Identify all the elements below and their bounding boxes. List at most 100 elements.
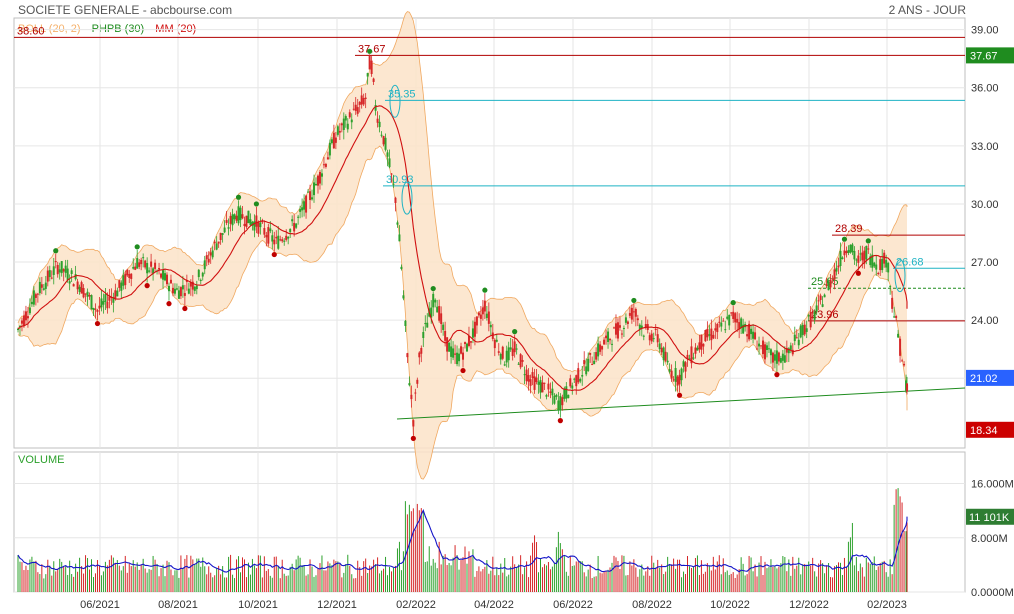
x-tick-label: 08/2021	[158, 599, 198, 611]
candle-body	[710, 328, 713, 341]
candle-body	[285, 235, 288, 240]
candle-body	[581, 375, 584, 377]
candle-body	[450, 346, 453, 357]
phpb-high-dot	[512, 329, 518, 335]
candle-body	[609, 338, 612, 341]
candle-body	[666, 360, 669, 363]
candle-body	[322, 164, 325, 166]
candle-body	[819, 295, 822, 301]
candle-body	[726, 316, 729, 319]
x-tick-label: 12/2021	[317, 599, 357, 611]
candle-body	[708, 334, 711, 336]
candle-body	[462, 352, 465, 360]
candle-body	[787, 348, 790, 354]
candle-body	[219, 232, 222, 241]
candle-body	[189, 282, 192, 287]
candle-body	[775, 350, 778, 364]
candle-body	[734, 313, 737, 323]
candle-body	[644, 324, 647, 328]
candle-body	[845, 251, 848, 254]
candle-body	[543, 382, 546, 384]
candle-body	[475, 316, 478, 326]
candle-body	[376, 118, 379, 123]
volume-average-line	[17, 508, 908, 573]
candle-body	[368, 55, 371, 70]
candle-body	[652, 338, 655, 340]
highlight-ellipse	[894, 259, 906, 293]
candle-body	[736, 318, 739, 323]
candle-body	[392, 183, 395, 185]
volume-tick-label: 0.0000M	[971, 587, 1014, 599]
volume-title: VOLUME	[18, 454, 64, 466]
candle-body	[833, 269, 836, 280]
candle-body	[571, 385, 574, 389]
candle-body	[253, 221, 256, 231]
candle-body	[906, 383, 909, 392]
candle-body	[738, 322, 741, 329]
price-panel	[13, 17, 966, 449]
candle-body	[624, 317, 627, 323]
candle-body	[561, 397, 564, 406]
candle-body	[233, 214, 236, 220]
candle-body	[44, 282, 47, 289]
candle-body	[837, 265, 840, 268]
candle-body	[752, 331, 755, 339]
candle-body	[346, 123, 349, 130]
level-label: 35.35	[388, 88, 416, 100]
phpb-high-dot	[53, 248, 59, 254]
candle-body	[660, 347, 663, 353]
candle-body	[595, 352, 598, 360]
candle-body	[273, 239, 276, 245]
candle-body	[783, 355, 786, 363]
candle-body	[138, 262, 141, 267]
candle-body	[328, 142, 331, 156]
candle-body	[489, 324, 492, 328]
candle-body	[601, 346, 604, 350]
candle-body	[414, 392, 417, 394]
bollinger-upper	[17, 11, 908, 373]
candle-body	[676, 376, 679, 386]
candle-body	[48, 270, 51, 278]
candle-body	[523, 374, 526, 376]
candle-body	[867, 248, 870, 250]
candle-body	[771, 352, 774, 363]
candle-body	[549, 391, 552, 393]
candle-body	[640, 325, 643, 329]
candle-body	[17, 328, 19, 331]
candle-body	[352, 108, 355, 110]
candle-body	[88, 295, 91, 297]
legend-phpb: PHPB (30)	[91, 23, 145, 35]
candle-body	[779, 357, 782, 363]
level-label: 23.96	[811, 309, 839, 321]
candle-body	[432, 293, 435, 308]
candle-body	[704, 330, 707, 342]
phpb-high-dot	[482, 287, 488, 293]
candle-body	[199, 279, 202, 281]
candle-body	[287, 236, 290, 239]
candle-body	[195, 285, 198, 290]
candle-body	[235, 215, 238, 221]
candle-body	[42, 288, 45, 290]
candle-body	[793, 334, 796, 342]
candle-body	[386, 152, 389, 157]
candle-body	[305, 195, 308, 213]
y-tick-label: 39.00	[971, 25, 999, 37]
candle-body	[883, 252, 886, 264]
phpb-low-dot	[182, 305, 188, 312]
price-tag	[966, 47, 1014, 64]
candle-body	[513, 341, 516, 353]
candle-body	[452, 348, 455, 358]
candle-body	[201, 272, 204, 277]
candle-body	[122, 275, 125, 286]
candle-body	[688, 358, 691, 360]
candle-body	[815, 305, 818, 312]
candle-body	[120, 282, 123, 291]
phpb-high-dot	[841, 236, 848, 242]
candle-body	[410, 394, 413, 400]
phpb-low-dot	[410, 435, 416, 442]
x-tick-label: 04/2022	[474, 599, 514, 611]
phpb-high-dot	[253, 201, 259, 207]
candle-body	[587, 358, 590, 371]
candle-body	[130, 273, 133, 280]
candle-body	[144, 260, 147, 268]
